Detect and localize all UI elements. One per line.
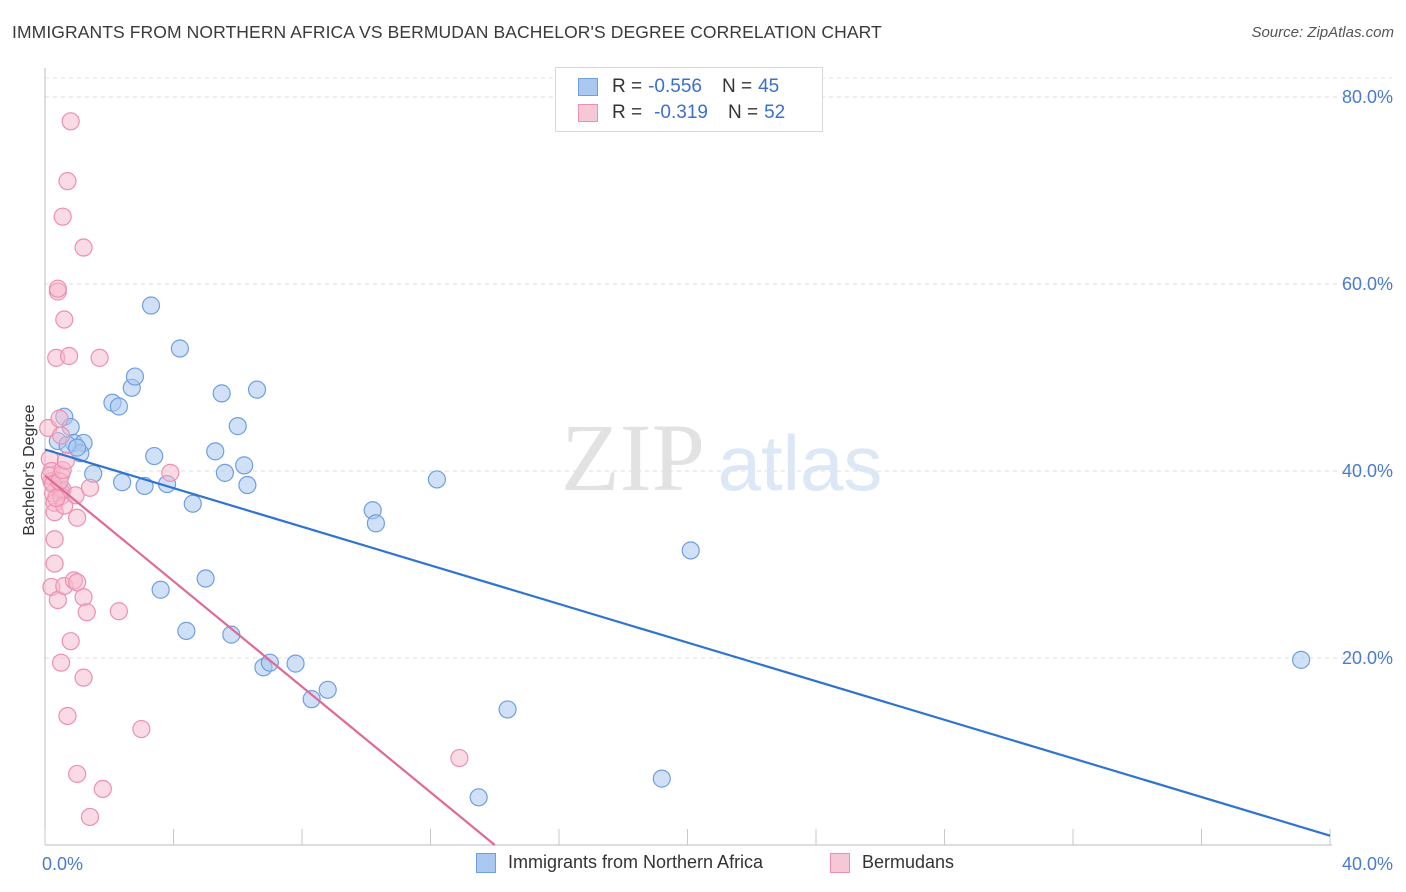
- data-point-bermudans: [45, 530, 64, 549]
- legend-n-label: N =: [721, 76, 753, 97]
- watermark-zip: ZIP: [561, 404, 705, 511]
- data-point-bermudans: [51, 653, 71, 672]
- data-point-bermudans: [61, 112, 80, 131]
- legend-r-value: -0.556: [648, 76, 702, 97]
- data-point-bermudans: [74, 588, 93, 607]
- data-point-bermudans: [59, 346, 79, 366]
- data-point-northern-africa: [260, 653, 279, 672]
- y-tick-label: 60.0%: [1342, 274, 1393, 294]
- data-point-northern-africa: [235, 456, 254, 475]
- data-point-northern-africa: [206, 442, 225, 461]
- x-tick-label: 40.0%: [1342, 854, 1393, 874]
- legend-item-northern-africa: Immigrants from Northern Africa: [476, 852, 763, 873]
- correlation-legend: R = -0.556 N = 45 R = -0.319 N = 52: [555, 67, 823, 132]
- data-point-bermudans: [132, 719, 151, 739]
- data-point-bermudans: [161, 463, 180, 482]
- data-point-bermudans: [51, 426, 71, 445]
- legend-item-bermudans: Bermudans: [830, 852, 954, 873]
- data-point-bermudans: [58, 706, 77, 726]
- data-point-bermudans: [68, 764, 87, 784]
- data-point-northern-africa: [427, 470, 447, 489]
- data-point-northern-africa: [681, 541, 700, 560]
- data-point-bermudans: [53, 207, 72, 226]
- data-point-northern-africa: [151, 580, 170, 599]
- data-point-northern-africa: [177, 621, 196, 640]
- data-point-bermudans: [55, 310, 74, 329]
- legend-row-pink: R = -0.319 N = 52: [578, 100, 785, 126]
- data-point-bermudans: [109, 602, 128, 621]
- data-point-northern-africa: [302, 690, 321, 709]
- data-point-northern-africa: [109, 397, 128, 416]
- legend-r-value: -0.319: [654, 102, 708, 123]
- data-point-bermudans: [74, 238, 93, 257]
- data-point-bermudans: [47, 489, 66, 508]
- legend-swatch-pink: [578, 104, 598, 122]
- data-point-northern-africa: [469, 788, 488, 807]
- data-point-northern-africa: [196, 569, 215, 588]
- chart-source: Source: ZipAtlas.com: [1251, 24, 1394, 41]
- data-point-bermudans: [66, 486, 85, 505]
- y-tick-label: 80.0%: [1342, 87, 1393, 107]
- data-point-bermudans: [450, 748, 469, 768]
- data-point-northern-africa: [170, 339, 190, 358]
- chart-title: IMMIGRANTS FROM NORTHERN AFRICA VS BERMU…: [12, 22, 882, 42]
- data-point-northern-africa: [247, 380, 267, 399]
- legend-n-label: N =: [727, 102, 759, 123]
- data-point-northern-africa: [215, 463, 234, 482]
- data-point-northern-africa: [145, 446, 164, 466]
- data-point-bermudans: [77, 603, 96, 622]
- data-point-bermudans: [68, 573, 87, 592]
- data-point-bermudans: [61, 632, 80, 651]
- legend-label: Immigrants from Northern Africa: [508, 852, 764, 872]
- data-point-northern-africa: [125, 367, 145, 386]
- legend-swatch-blue: [578, 78, 598, 96]
- data-point-northern-africa: [652, 769, 671, 788]
- data-point-northern-africa: [238, 475, 257, 495]
- legend-r-label: R =: [612, 102, 643, 123]
- data-point-northern-africa: [286, 654, 305, 673]
- data-point-bermudans: [80, 478, 100, 497]
- legend-swatch-blue: [476, 852, 496, 873]
- data-point-northern-africa: [141, 296, 161, 315]
- data-point-bermudans: [45, 554, 64, 573]
- x-tick-label: 0.0%: [42, 854, 83, 874]
- legend-label: Bermudans: [862, 852, 955, 872]
- data-point-northern-africa: [228, 417, 247, 436]
- series-legend: Immigrants from Northern Africa Bermudan…: [0, 852, 1406, 878]
- data-point-bermudans: [93, 779, 112, 799]
- data-point-bermudans: [90, 348, 109, 367]
- data-point-northern-africa: [1291, 650, 1311, 669]
- legend-swatch-pink: [830, 852, 850, 873]
- watermark-atlas: atlas: [718, 419, 883, 507]
- trendline-bermudans: [44, 474, 496, 846]
- trendline-northern-africa: [44, 448, 1331, 837]
- legend-n-value: 52: [764, 102, 786, 123]
- data-point-bermudans: [74, 668, 93, 687]
- data-point-northern-africa: [366, 514, 385, 533]
- data-point-northern-africa: [498, 700, 517, 719]
- data-point-bermudans: [48, 279, 67, 298]
- legend-row-blue: R = -0.556 N = 45: [578, 74, 779, 100]
- data-point-northern-africa: [68, 438, 87, 457]
- data-point-bermudans: [58, 172, 77, 191]
- data-point-northern-africa: [183, 494, 202, 513]
- data-point-northern-africa: [318, 680, 337, 699]
- watermark: ZIP atlas: [561, 404, 882, 511]
- legend-n-value: 45: [758, 76, 780, 97]
- data-point-northern-africa: [212, 384, 231, 403]
- legend-r-label: R =: [612, 76, 643, 97]
- data-point-bermudans: [50, 409, 69, 428]
- data-point-northern-africa: [112, 473, 132, 492]
- data-point-bermudans: [68, 508, 87, 527]
- y-tick-label: 40.0%: [1342, 461, 1393, 481]
- y-tick-label: 20.0%: [1342, 648, 1393, 668]
- data-point-bermudans: [80, 807, 100, 827]
